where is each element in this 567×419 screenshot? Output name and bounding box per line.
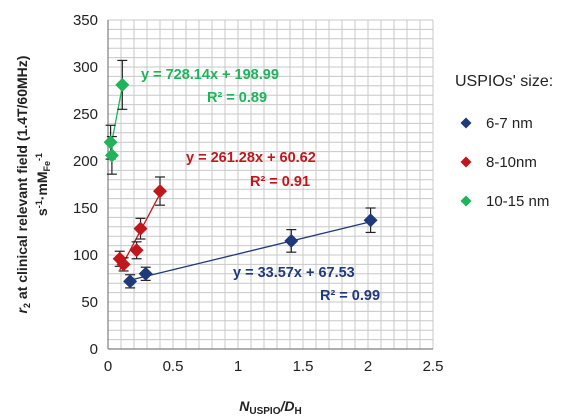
- legend-label: 6-7 nm: [486, 115, 533, 132]
- x-tick-label: 1.5: [293, 358, 314, 375]
- legend-marker: [460, 156, 472, 168]
- labels: y = 33.57x + 67.53 R² = 0.99 y = 261.28x +…: [141, 67, 380, 304]
- y-tick-label: 100: [73, 247, 98, 264]
- y-tick-label: 50: [81, 294, 98, 311]
- x-tick-label: 0: [104, 358, 112, 375]
- legend-marker: [460, 195, 472, 207]
- data-point: [284, 233, 299, 248]
- fit-r2-label: R² = 0.89: [207, 90, 267, 106]
- legend-title: USPIOs' size:: [455, 73, 553, 90]
- fit-lines: [109, 86, 371, 281]
- data-point: [116, 257, 131, 272]
- x-tick-label: 2.5: [423, 358, 444, 375]
- fit-line: [129, 221, 371, 281]
- data-point: [123, 274, 138, 289]
- data-point: [153, 184, 167, 199]
- fit-equation-label: y = 33.57x + 67.53: [233, 265, 355, 281]
- fit-r2-label: R² = 0.99: [320, 288, 380, 304]
- data-point: [129, 243, 144, 258]
- y-tick-label: 250: [73, 106, 98, 123]
- x-tick-label: 0.5: [163, 358, 184, 375]
- fit-r2-label: R² = 0.91: [250, 174, 310, 190]
- y-tick-label: 150: [73, 200, 98, 217]
- legend-label: 10-15 nm: [486, 193, 549, 210]
- legend-label: 8-10nm: [486, 154, 537, 171]
- data-point: [138, 266, 153, 281]
- fit-equation-label: y = 728.14x + 198.99: [141, 67, 279, 83]
- y-tick-label: 350: [73, 12, 98, 29]
- data-point: [103, 135, 118, 150]
- data-point: [104, 148, 119, 163]
- axes: 0 0.5 1 1.5 2 2.5 0 50 100 150 200 250 300 350 NUSPIO/…: [14, 12, 443, 417]
- y-tick-label: 200: [73, 153, 98, 170]
- data-points: [103, 77, 378, 289]
- data-point: [115, 77, 130, 92]
- x-axis-title: NUSPIO/DH: [239, 398, 301, 417]
- y-axis-title-line1: r2 at clinical relevant field (1.4T/60MH…: [14, 56, 32, 314]
- data-point: [363, 213, 378, 228]
- grid: [107, 19, 434, 350]
- x-tick-label: 1: [234, 358, 242, 375]
- fit-equation-label: y = 261.28x + 60.62: [186, 150, 316, 166]
- y-tick-label: 0: [90, 341, 98, 358]
- y-axis-title-line2: s-1·mMFe-1: [34, 153, 52, 216]
- legend: USPIOs' size: 6-7 nm 8-10nm 10-15 nm: [455, 73, 553, 210]
- data-point: [133, 221, 148, 236]
- y-tick-label: 300: [73, 59, 98, 76]
- legend-marker: [460, 117, 472, 129]
- x-tick-label: 2: [364, 358, 372, 375]
